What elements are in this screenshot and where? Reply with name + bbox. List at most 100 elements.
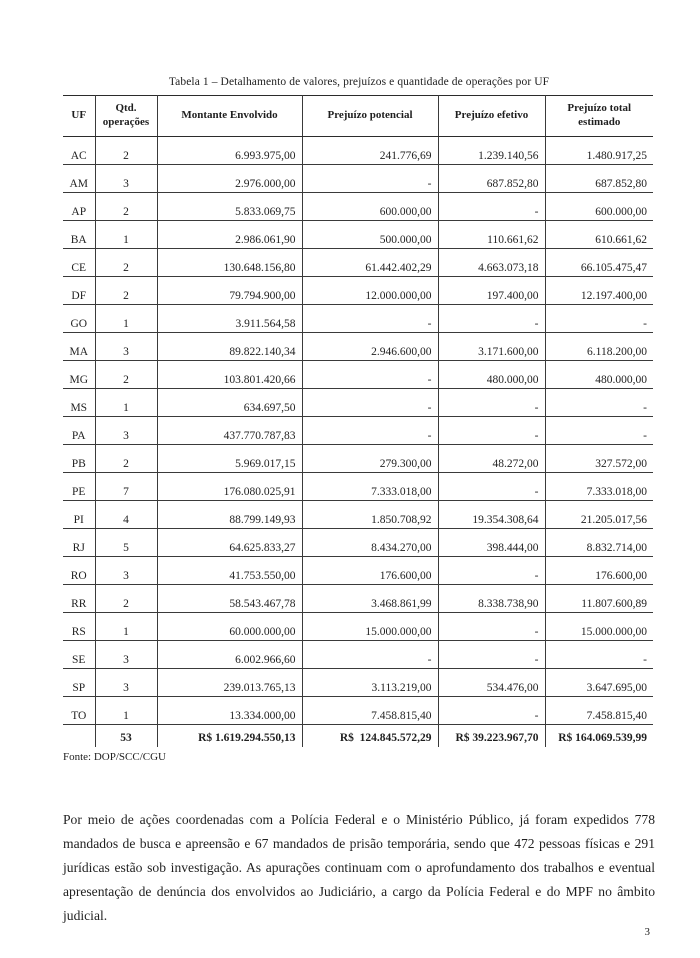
cell-uf: SP <box>63 668 96 697</box>
cell-efetivo: 19.354.308,64 <box>438 500 546 529</box>
cell-efetivo: 1.239.140,56 <box>438 136 546 165</box>
total-cell-qtd: 53 <box>95 724 158 747</box>
cell-uf: RS <box>63 612 96 641</box>
table-row: RS 1 60.000.000,00 15.000.000,00-15.000.000… <box>63 612 653 641</box>
cell-efetivo: - <box>438 388 546 417</box>
body-paragraph: Por meio de ações coordenadas com a Polí… <box>63 811 655 924</box>
cell-total: 600.000,00 <box>545 192 653 221</box>
cell-uf: CE <box>63 248 96 277</box>
table-row: AC 2 6.993.975,00 241.776,69 1.239.140,56 1.4… <box>63 136 653 165</box>
cell-uf: SE <box>63 640 96 669</box>
cell-qtd: 3 <box>95 332 158 361</box>
cell-potencial: 3.468.861,99 <box>302 584 439 613</box>
cell-uf: AC <box>63 136 96 165</box>
cell-uf: RR <box>63 584 96 613</box>
cell-efetivo: 687.852,80 <box>438 164 546 193</box>
cell-montante: 41.753.550,00 <box>157 556 303 585</box>
cell-qtd: 3 <box>95 164 158 193</box>
cell-efetivo: 534.476,00 <box>438 668 546 697</box>
cell-total: 21.205.017,56 <box>545 500 653 529</box>
cell-potencial: 7.458.815,40 <box>302 696 439 725</box>
cell-total: 176.600,00 <box>545 556 653 585</box>
cell-qtd: 2 <box>95 136 158 165</box>
cell-montante: 634.697,50 <box>157 388 303 417</box>
cell-potencial: - <box>302 164 439 193</box>
cell-potencial: 500.000,00 <box>302 220 439 249</box>
cell-montante: 13.334.000,00 <box>157 696 303 725</box>
cell-qtd: 2 <box>95 192 158 221</box>
cell-uf: DF <box>63 276 96 305</box>
cell-potencial: 15.000.000,00 <box>302 612 439 641</box>
cell-montante: 6.993.975,00 <box>157 136 303 165</box>
cell-qtd: 7 <box>95 472 158 501</box>
cell-qtd: 3 <box>95 640 158 669</box>
cell-qtd: 3 <box>95 556 158 585</box>
cell-efetivo: 4.663.073,18 <box>438 248 546 277</box>
table-row: TO 1 13.334.000,00 7.458.815,40-7.458.815,4… <box>63 696 653 725</box>
cell-qtd: 2 <box>95 360 158 389</box>
cell-potencial: 2.946.600,00 <box>302 332 439 361</box>
cell-potencial: 8.434.270,00 <box>302 528 439 557</box>
cell-uf: PI <box>63 500 96 529</box>
cell-qtd: 1 <box>95 612 158 641</box>
cell-qtd: 2 <box>95 276 158 305</box>
cell-montante: 130.648.156,80 <box>157 248 303 277</box>
cell-total: 610.661,62 <box>545 220 653 249</box>
cell-efetivo: 3.171.600,00 <box>438 332 546 361</box>
table-total-row: 53 R$ 1.619.294.550,13 R$ 124.845.572,29… <box>63 724 653 747</box>
cell-total: 687.852,80 <box>545 164 653 193</box>
cell-efetivo: 480.000,00 <box>438 360 546 389</box>
cell-efetivo: 8.338.738,90 <box>438 584 546 613</box>
cell-efetivo: - <box>438 472 546 501</box>
table-row: MS 1 634.697,50- - - <box>63 388 653 417</box>
cell-potencial: 279.300,00 <box>302 444 439 473</box>
cell-efetivo: - <box>438 640 546 669</box>
col-header-qtd-operacoes: Qtd. operações <box>95 95 158 137</box>
cell-total: 8.832.714,00 <box>545 528 653 557</box>
cell-uf: PE <box>63 472 96 501</box>
cell-qtd: 4 <box>95 500 158 529</box>
cell-qtd: 1 <box>95 696 158 725</box>
table-row: PA 3 437.770.787,83- - - <box>63 416 653 445</box>
cell-montante: 2.976.000,00 <box>157 164 303 193</box>
table-header-row: UF Qtd. operações Montante Envolvido Pre… <box>63 95 653 137</box>
table-row: SE 3 6.002.966,60- - - <box>63 640 653 669</box>
cell-montante: 89.822.140,34 <box>157 332 303 361</box>
cell-uf: AM <box>63 164 96 193</box>
cell-efetivo: - <box>438 556 546 585</box>
cell-total: 480.000,00 <box>545 360 653 389</box>
table-footer: 53 R$ 1.619.294.550,13 R$ 124.845.572,29… <box>63 724 653 747</box>
cell-potencial: 12.000.000,00 <box>302 276 439 305</box>
total-cell-efetivo: R$ 39.223.967,70 <box>438 724 546 747</box>
cell-potencial: 7.333.018,00 <box>302 472 439 501</box>
cell-uf: AP <box>63 192 96 221</box>
cell-uf: PB <box>63 444 96 473</box>
cell-efetivo: - <box>438 612 546 641</box>
cell-efetivo: - <box>438 416 546 445</box>
cell-montante: 3.911.564,58 <box>157 304 303 333</box>
table-row: CE 2 130.648.156,80 61.442.402,29 4.663.073,… <box>63 248 653 277</box>
table-caption: Tabela 1 – Detalhamento de valores, prej… <box>168 76 550 88</box>
table-row: AM 3 2.976.000,00-687.852,80 687.852,80 <box>63 164 653 193</box>
cell-qtd: 5 <box>95 528 158 557</box>
table-row: PB 2 5.969.017,15 279.300,00 48.272,00 327.57… <box>63 444 653 473</box>
cell-montante: 103.801.420,66 <box>157 360 303 389</box>
cell-montante: 2.986.061,90 <box>157 220 303 249</box>
cell-uf: MG <box>63 360 96 389</box>
cell-potencial: - <box>302 360 439 389</box>
cell-montante: 5.833.069,75 <box>157 192 303 221</box>
cell-potencial: 61.442.402,29 <box>302 248 439 277</box>
cell-total: 66.105.475,47 <box>545 248 653 277</box>
cell-efetivo: 197.400,00 <box>438 276 546 305</box>
cell-efetivo: 110.661,62 <box>438 220 546 249</box>
cell-total: 3.647.695,00 <box>545 668 653 697</box>
cell-total: - <box>545 416 653 445</box>
table-row: MG 2 103.801.420,66-480.000,00 480.000,00 <box>63 360 653 389</box>
table-row: GO 1 3.911.564,58- - - <box>63 304 653 333</box>
cell-total: 11.807.600,89 <box>545 584 653 613</box>
cell-potencial: 176.600,00 <box>302 556 439 585</box>
cell-efetivo: 398.444,00 <box>438 528 546 557</box>
table-body: AC 2 6.993.975,00 241.776,69 1.239.140,56 1.4… <box>63 136 653 725</box>
cell-qtd: 3 <box>95 668 158 697</box>
